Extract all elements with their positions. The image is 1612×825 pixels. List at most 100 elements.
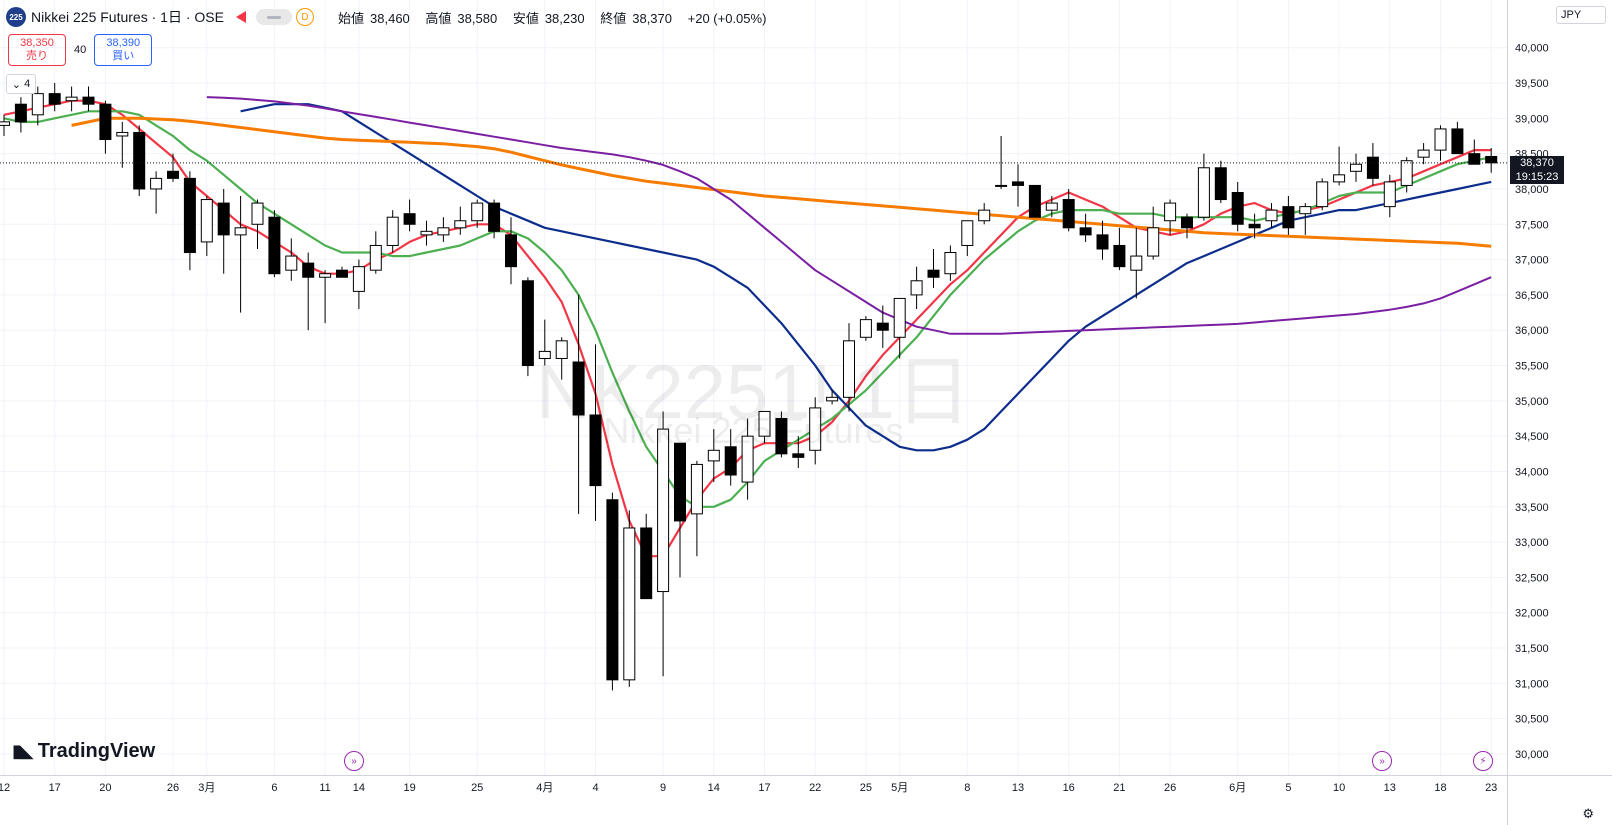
candle-body [403, 213, 416, 225]
candle-body [674, 442, 686, 522]
candle-body [1282, 206, 1295, 229]
candle-body [183, 177, 196, 254]
candle-body [995, 184, 1008, 187]
candle-body [99, 103, 112, 141]
last-price-label: 38,370 [1520, 156, 1554, 169]
price-tick-label: 37,500 [1515, 219, 1549, 231]
date-tick-label: 13 [1012, 782, 1024, 794]
high-value: 38,580 [457, 10, 498, 26]
candle-body [538, 350, 551, 359]
candle-body [555, 340, 568, 359]
candle-body [1400, 160, 1413, 186]
low-value: 38,230 [544, 10, 585, 26]
candle-body [707, 449, 720, 462]
date-tick-label: 17 [49, 782, 61, 794]
tradingview-mark-icon: ▮◣ [12, 741, 34, 761]
d-badge[interactable]: D [296, 8, 314, 26]
exchange-label: OSE [194, 9, 224, 25]
candle-body [31, 93, 44, 116]
candle-body [1130, 255, 1143, 271]
candle-body [217, 202, 230, 236]
date-tick-label: 11 [319, 782, 330, 794]
lightning-icon[interactable]: ⚡ [1473, 751, 1493, 771]
candle-body [741, 435, 754, 483]
candle-body [454, 220, 467, 229]
date-tick-label: 17 [758, 782, 770, 794]
candle-body [65, 96, 78, 102]
candle-body [1299, 206, 1312, 215]
candle-body [488, 202, 501, 232]
price-tick-label: 34,500 [1515, 431, 1549, 443]
candle-body [792, 453, 805, 458]
interval-label[interactable]: 1日 [160, 9, 182, 25]
candle-body [623, 527, 636, 681]
date-tick-label: 13 [1384, 782, 1396, 794]
candle-body [14, 103, 27, 123]
sell-label: 売り [26, 50, 48, 62]
event-arrow-icon[interactable]: » [1372, 751, 1392, 771]
candle-body [285, 255, 298, 271]
candle-body [1079, 227, 1092, 236]
trade-panel: 38,350 売り 40 38,390 買い [8, 34, 153, 66]
candle-body [809, 407, 822, 451]
candle-body [1062, 199, 1075, 229]
currency-label: JPY [1561, 9, 1582, 21]
candle-body [690, 463, 703, 515]
date-tick-label: 22 [809, 782, 821, 794]
candle-body [1248, 223, 1261, 229]
candle-body [1316, 181, 1329, 208]
date-tick-label: 23 [1485, 782, 1497, 794]
date-tick-label: 6 [271, 782, 277, 794]
spread-value: 40 [74, 44, 87, 56]
date-tick-label: 21 [1113, 782, 1125, 794]
countdown-label: 19:15:23 [1515, 170, 1559, 183]
price-tick-label: 33,000 [1515, 537, 1549, 549]
date-tick-label: 19 [403, 782, 415, 794]
currency-selector[interactable]: JPY [1556, 6, 1606, 24]
buy-price: 38,390 [106, 37, 141, 49]
date-tick-label: 6月 [1229, 782, 1246, 794]
candle-body [1164, 202, 1177, 222]
symbol-name[interactable]: Nikkei 225 Futures [31, 9, 148, 25]
candle-body [657, 428, 670, 593]
date-tick-label: 8 [964, 782, 970, 794]
candle-body [150, 177, 163, 190]
candle-body [1468, 153, 1481, 165]
indicator-count: 4 [24, 78, 31, 90]
candle-body [876, 322, 889, 331]
chevron-down-icon: ⌄ [11, 78, 22, 91]
candle-body [1350, 163, 1362, 172]
price-tick-label: 35,500 [1515, 361, 1549, 373]
tradingview-logo[interactable]: ▮◣ TradingView [12, 740, 155, 763]
sell-price: 38,350 [20, 37, 54, 49]
flag-icon[interactable] [236, 11, 246, 23]
candle-body [369, 244, 382, 271]
toggle-pill[interactable] [256, 9, 292, 25]
candle-body [251, 202, 264, 225]
date-tick-label: 12 [0, 782, 10, 794]
candle-body [133, 131, 146, 190]
candle-body [589, 414, 602, 487]
date-tick-label: 26 [167, 782, 179, 794]
change-value: +20 (+0.05%) [687, 10, 767, 26]
candle-body [606, 499, 619, 681]
buy-button[interactable]: 38,390 買い [94, 34, 153, 66]
ohlc-values: 始値 38,460 高値 38,580 安値 38,230 終値 38,370 +20 … [338, 8, 772, 27]
candle-body [724, 446, 737, 476]
candle-body [420, 230, 433, 236]
candle-body [167, 170, 179, 179]
price-tick-label: 40,000 [1515, 43, 1549, 55]
price-tick-label: 37,000 [1515, 255, 1549, 267]
event-arrow-icon[interactable]: » [344, 751, 364, 771]
close-value: 38,370 [632, 10, 672, 26]
gear-icon[interactable]: ⚙ [1582, 806, 1594, 821]
price-tick-label: 34,000 [1515, 466, 1549, 478]
price-tick-label: 36,000 [1515, 325, 1549, 337]
candle-body [336, 269, 348, 278]
sell-button[interactable]: 38,350 売り [8, 34, 66, 66]
candle-body [48, 93, 61, 105]
indicators-collapse-button[interactable]: ⌄ 4 [6, 74, 36, 94]
price-tick-label: 32,500 [1515, 572, 1549, 584]
